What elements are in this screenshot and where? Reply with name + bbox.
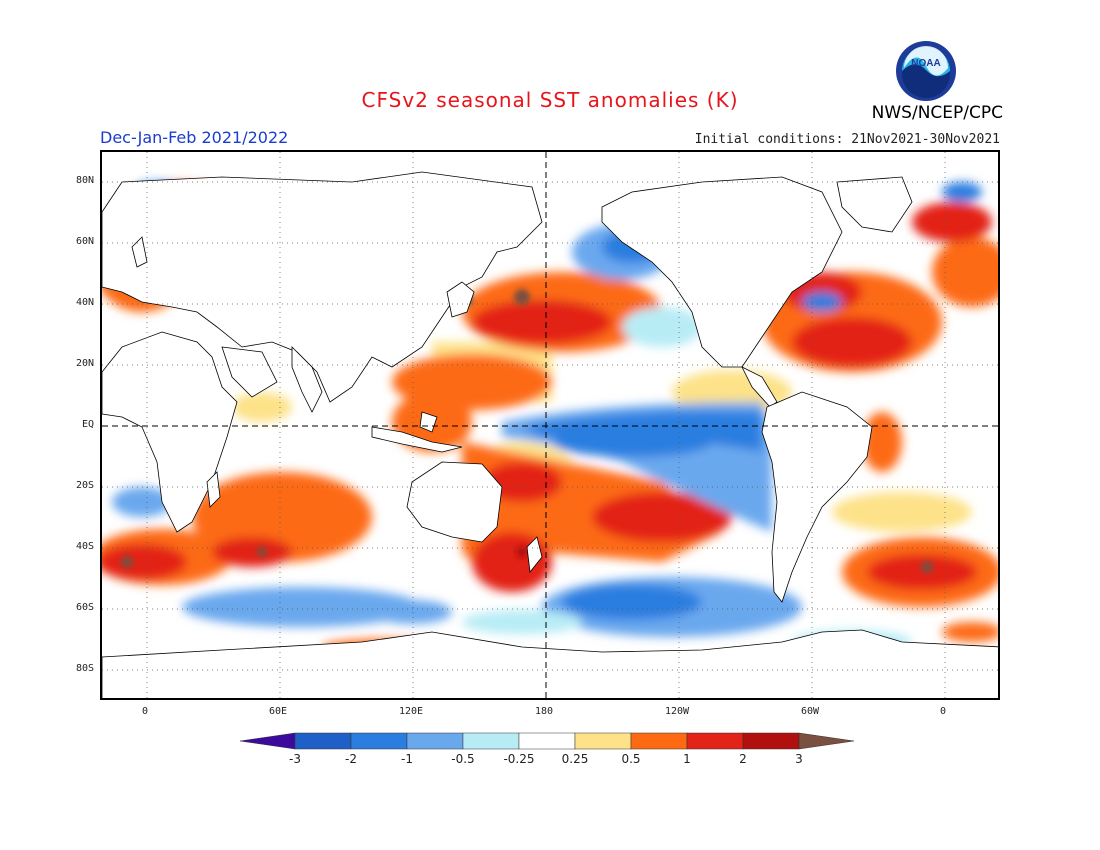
colorbar-swatch: [686, 732, 744, 750]
colorbar: [238, 732, 862, 754]
warm-patch: [592, 492, 732, 542]
colorbar-tick-label: -0.25: [503, 752, 535, 766]
colorbar-swatch: [294, 732, 352, 750]
arabia: [221, 346, 278, 398]
logo-wave: [902, 64, 950, 98]
lon-label: 120W: [664, 706, 690, 717]
colorbar-tick-label: 2: [739, 752, 747, 766]
reference-lines: [102, 152, 998, 698]
logo-bird: [904, 46, 948, 76]
colorbar-swatch: [239, 732, 296, 750]
lat-label: 40N: [75, 297, 94, 308]
cool-patch: [562, 584, 702, 620]
colorbar-tick-label: 3: [795, 752, 803, 766]
warm-patch: [482, 462, 562, 502]
cool-patch: [552, 427, 712, 457]
cool-patch: [462, 610, 582, 634]
colorbar-swatch: [574, 732, 632, 750]
colorbar-swatch: [350, 732, 408, 750]
india: [291, 346, 323, 413]
warm-patch: [832, 492, 972, 532]
colorbar-tick-label: 1: [683, 752, 691, 766]
season-label: Dec-Jan-Feb 2021/2022: [100, 128, 289, 147]
extreme-warm-spot: [121, 556, 133, 568]
madagascar: [206, 471, 221, 508]
colorbar-tick-label: -2: [345, 752, 357, 766]
agency-label: NWS/NCEP/CPC: [871, 103, 1003, 123]
lon-label: 120E: [398, 706, 424, 717]
australia: [406, 461, 503, 543]
lat-label: 80N: [75, 175, 94, 186]
antarctica: [102, 629, 998, 698]
colorbar-swatch: [406, 732, 464, 750]
colorbar-swatch: [630, 732, 688, 750]
lon-label: 0: [939, 706, 947, 717]
map-canvas: [102, 152, 998, 698]
colorbar-tick-label: -0.5: [451, 752, 475, 766]
indonesia: [371, 426, 463, 453]
borneo: [419, 411, 438, 433]
initial-conditions-label: Initial conditions: 21Nov2021-30Nov2021: [694, 132, 1000, 147]
south-america: [761, 391, 873, 603]
greenland: [836, 176, 913, 233]
extreme-warm-spot: [516, 546, 528, 558]
cool-patch: [182, 587, 422, 627]
anomaly-field: [102, 182, 998, 655]
colorbar-tick-label: -1: [401, 752, 413, 766]
lat-label: EQ: [81, 419, 94, 430]
land-masses: [102, 171, 998, 698]
colorbar-tick-label: 0.5: [621, 752, 641, 766]
warm-patch: [472, 300, 612, 344]
graticule: [102, 152, 998, 698]
lon-label: 180: [534, 706, 554, 717]
north-america: [601, 176, 843, 368]
logo-text: NOAA: [911, 58, 940, 69]
warm-patch: [912, 202, 992, 242]
warm-patch: [792, 317, 912, 367]
lat-label: 20S: [75, 480, 94, 491]
colorbar-tick-label: 0.25: [561, 752, 589, 766]
cool-patch: [942, 182, 982, 202]
lat-label: 60N: [75, 236, 94, 247]
colorbar-swatch: [462, 732, 520, 750]
warm-patch: [867, 554, 977, 590]
lon-label: 60E: [268, 706, 288, 717]
japan: [446, 281, 475, 318]
colorbar-swatch: [518, 732, 576, 750]
cool-patch: [622, 307, 702, 347]
lon-label: 0: [141, 706, 149, 717]
colorbar-swatch: [798, 732, 855, 750]
warm-patch: [212, 537, 292, 567]
lat-label: 40S: [75, 541, 94, 552]
warm-patch: [472, 532, 552, 592]
sst-anomaly-map[interactable]: [100, 150, 1000, 700]
colorbar-graphic: [239, 732, 855, 750]
cool-patch: [112, 487, 172, 517]
warm-patch: [232, 392, 292, 422]
lat-label: 60S: [75, 602, 94, 613]
noaa-logo: NOAA: [895, 40, 957, 102]
new-zealand: [526, 536, 543, 573]
colorbar-tick-label: -3: [289, 752, 301, 766]
extreme-warm-spot: [514, 289, 530, 305]
lat-label: 20N: [75, 358, 94, 369]
map-title: CFSv2 seasonal SST anomalies (K): [361, 88, 739, 112]
extreme-warm-spot: [921, 561, 933, 573]
eurasia: [102, 171, 543, 403]
warm-patch: [932, 237, 998, 307]
cool-patch: [372, 600, 452, 624]
warm-patch: [102, 544, 187, 580]
warm-patch: [942, 622, 998, 642]
cool-patch: [802, 292, 842, 312]
extreme-warm-spot: [257, 547, 267, 557]
noaa-logo-graphic: NOAA: [896, 41, 956, 101]
colorbar-swatch: [742, 732, 800, 750]
lon-label: 60W: [800, 706, 820, 717]
lat-label: 80S: [75, 663, 94, 674]
